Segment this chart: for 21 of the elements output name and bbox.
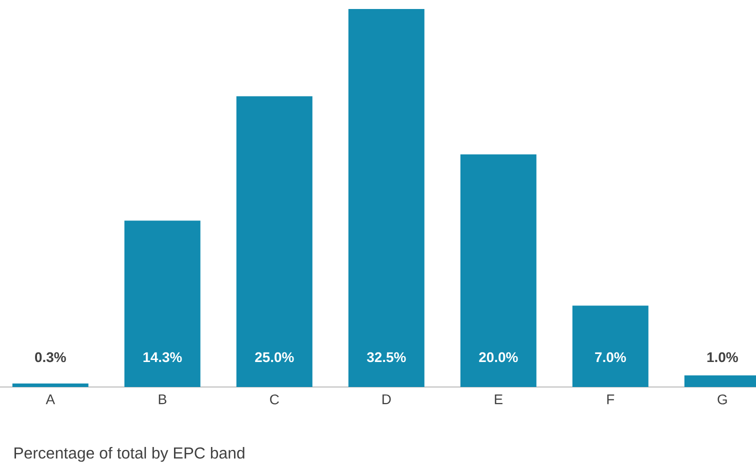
bar	[572, 306, 648, 387]
data-label: 20.0%	[479, 352, 518, 362]
x-tick-label: C	[270, 394, 279, 404]
x-tick-label: A	[46, 394, 56, 404]
x-tick-label: E	[494, 394, 502, 404]
data-label: 32.5%	[366, 352, 406, 362]
x-tick-label: B	[158, 394, 166, 404]
data-label: 1.0%	[707, 352, 738, 362]
x-tick-label: D	[382, 394, 391, 404]
data-label: 0.3%	[35, 352, 66, 362]
x-tick-label: G	[718, 394, 727, 404]
bar	[460, 154, 536, 387]
data-label: 7.0%	[595, 352, 626, 362]
data-label: 25.0%	[255, 352, 294, 362]
x-tick-label: F	[607, 394, 614, 404]
bar	[236, 96, 312, 387]
bar	[12, 384, 88, 387]
bar	[124, 220, 200, 387]
bar	[348, 8, 424, 387]
data-label: 14.3%	[144, 352, 182, 362]
x-axis-title: Percentage of total by EPC band	[14, 446, 244, 462]
